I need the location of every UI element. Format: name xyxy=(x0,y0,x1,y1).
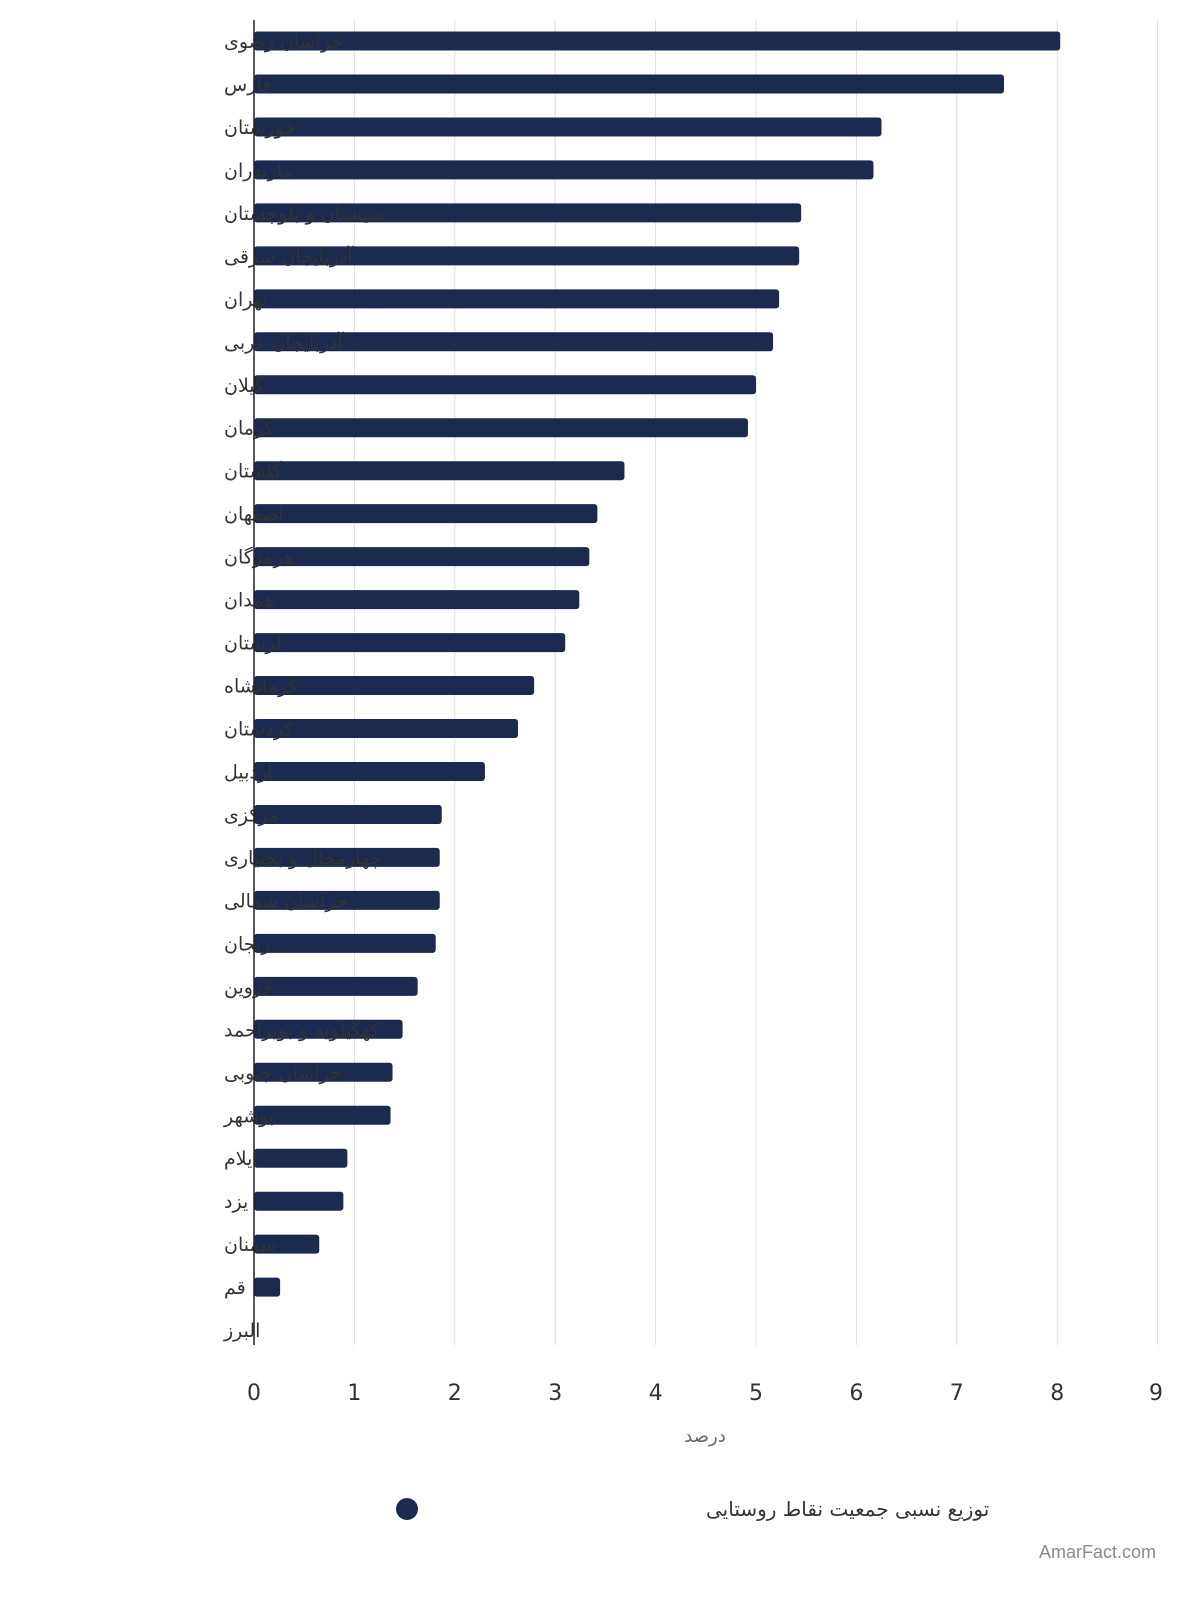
bar[interactable] xyxy=(254,1105,391,1125)
bar[interactable] xyxy=(254,719,519,739)
category-label: بوشهر xyxy=(223,1105,274,1127)
x-tick-label: 9 xyxy=(1149,1381,1163,1406)
category-label: خراسان جنوبی xyxy=(224,1062,342,1084)
category-label: خراسان شمالی xyxy=(224,890,348,912)
category-label: چهارمحال و بختیاری xyxy=(224,847,382,869)
bar[interactable] xyxy=(254,1019,403,1039)
category-label: قزوین xyxy=(224,976,273,998)
x-tick-label: 3 xyxy=(548,1381,562,1406)
x-axis-title: درصد xyxy=(684,1426,725,1447)
bar-series xyxy=(254,31,1061,1297)
category-label: یزد xyxy=(224,1191,248,1213)
bar[interactable] xyxy=(254,1234,320,1254)
bar[interactable] xyxy=(254,1191,344,1211)
category-label: کهگیلویه و بویراحمد xyxy=(224,1018,381,1041)
watermark: AmarFact.com xyxy=(1039,1542,1156,1562)
bar[interactable] xyxy=(254,418,748,438)
x-tick-label: 4 xyxy=(649,1381,663,1406)
x-tick-label: 7 xyxy=(950,1381,964,1406)
category-label: همدان xyxy=(224,590,274,612)
category-label: فارس xyxy=(224,74,271,96)
x-tick-label: 1 xyxy=(347,1381,361,1406)
bar[interactable] xyxy=(254,761,485,781)
category-label: آذربایجان غربی xyxy=(224,330,344,354)
bar[interactable] xyxy=(254,1148,348,1168)
category-label: تهران xyxy=(224,289,268,311)
category-label: سیستان و بلوچستان xyxy=(224,203,385,225)
bar[interactable] xyxy=(254,375,756,395)
x-axis-ticks: 0 1 2 3 4 5 6 7 8 9 xyxy=(247,1381,1163,1406)
category-label: ایلام xyxy=(224,1148,258,1170)
category-label: آذربایجان شرقی xyxy=(224,244,353,268)
category-label: البرز xyxy=(223,1320,260,1342)
bar[interactable] xyxy=(254,590,580,610)
x-tick-label: 5 xyxy=(749,1381,763,1406)
legend[interactable]: توزیع نسبی جمعیت نقاط روستایی xyxy=(396,1497,989,1521)
category-label: زنجان xyxy=(224,933,270,955)
bar[interactable] xyxy=(254,31,1061,51)
x-tick-label: 6 xyxy=(849,1381,863,1406)
bar[interactable] xyxy=(254,160,874,180)
x-tick-label: 8 xyxy=(1050,1381,1064,1406)
category-label: لرستان xyxy=(224,633,282,655)
x-tick-label: 0 xyxy=(247,1381,261,1406)
bar[interactable] xyxy=(254,676,535,696)
category-label: مازندران xyxy=(224,160,293,182)
category-label: کردستان xyxy=(224,719,294,741)
bar[interactable] xyxy=(254,1277,281,1297)
bar[interactable] xyxy=(254,246,800,266)
bar[interactable] xyxy=(254,74,1004,94)
bar[interactable] xyxy=(254,1062,393,1082)
category-label: خوزستان xyxy=(224,117,296,139)
bar[interactable] xyxy=(254,203,802,223)
legend-swatch xyxy=(396,1498,418,1520)
bar[interactable] xyxy=(254,461,625,481)
category-label: سمنان xyxy=(224,1234,276,1256)
bar[interactable] xyxy=(254,847,440,867)
category-label: هرمزگان xyxy=(224,546,294,569)
bar[interactable] xyxy=(254,890,440,910)
bar[interactable] xyxy=(254,933,436,953)
category-label: گیلان xyxy=(224,374,265,397)
bar[interactable] xyxy=(254,976,418,996)
bar[interactable] xyxy=(254,547,590,567)
bar[interactable] xyxy=(254,289,780,309)
bar[interactable] xyxy=(254,504,598,524)
category-label: کرمان xyxy=(224,418,274,440)
bar[interactable] xyxy=(254,633,566,653)
grid-lines xyxy=(353,20,1159,1345)
legend-label: توزیع نسبی جمعیت نقاط روستایی xyxy=(706,1497,989,1521)
category-label: مرکزی xyxy=(224,804,279,826)
bar[interactable] xyxy=(254,117,882,137)
category-label: قم xyxy=(224,1277,246,1299)
category-label: کرمانشاه xyxy=(224,676,298,698)
category-label: خراسان رضوی xyxy=(224,31,343,53)
bar[interactable] xyxy=(254,804,442,824)
bar[interactable] xyxy=(254,332,774,352)
category-label: اردبیل xyxy=(224,761,272,783)
x-tick-label: 2 xyxy=(448,1381,462,1406)
